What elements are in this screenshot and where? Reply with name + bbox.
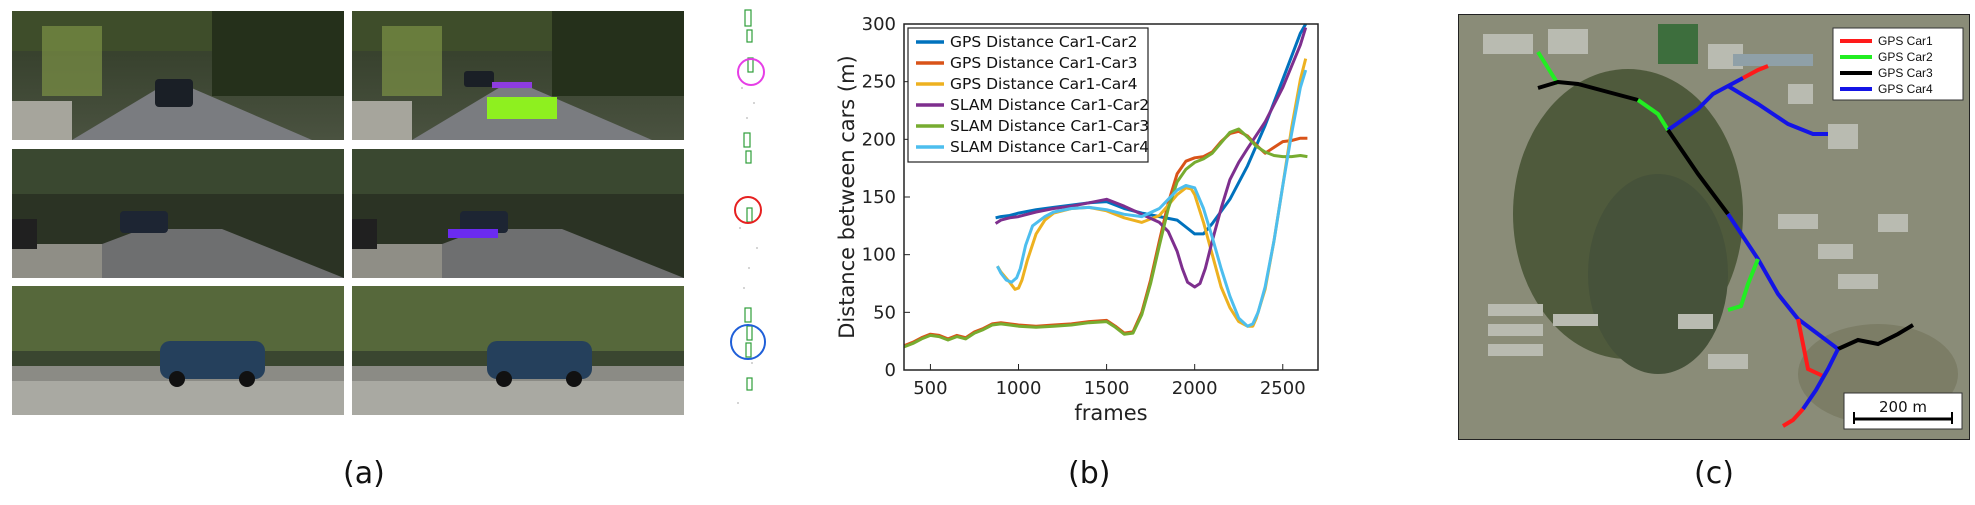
map-scale-bar: 200 m: [1843, 392, 1963, 430]
series-line-4: [994, 27, 1308, 289]
target-ring-magenta: [737, 58, 765, 86]
y-tick-label: 150: [862, 187, 896, 208]
legend-box: [907, 27, 1149, 163]
target-ring-red: [734, 196, 762, 224]
y-tick-label: 100: [862, 245, 896, 266]
map-legend-label-car3: GPS Car3: [1878, 66, 1933, 80]
panel-b: 500 1000 1500 2000 2500 0 50 100 150 200 250 300 fr…: [820, 0, 1380, 491]
map-legend-label-car2: GPS Car2: [1878, 50, 1933, 64]
camera-frame-1-right: [352, 11, 684, 140]
target-ring-blue: [730, 324, 766, 360]
legend-label: SLAM Distance Car1-Car2: [950, 96, 1149, 114]
lidar-topdown-column: [702, 8, 798, 416]
caption-c: (c): [1694, 456, 1734, 491]
legend-label: SLAM Distance Car1-Car4: [950, 138, 1149, 156]
chart-legend: GPS Distance Car1-Car2 GPS Distance Car1-…: [907, 27, 1149, 163]
camera-frame-3-right: [352, 286, 684, 415]
y-axis-label: Distance between cars (m): [835, 55, 859, 339]
caption-b: (b): [1068, 456, 1111, 491]
x-tick-label: 1000: [996, 378, 1042, 399]
car: [155, 79, 193, 107]
map-legend-label-car4: GPS Car4: [1878, 82, 1933, 96]
y-tick-label: 250: [862, 72, 896, 93]
map-legend: GPS Car1 GPS Car2 GPS Car3 GPS Car4: [1832, 27, 1964, 101]
x-tick-label: 500: [913, 378, 947, 399]
caption-a: (a): [343, 456, 385, 491]
y-tick-label: 0: [885, 360, 896, 381]
map-legend-label-car1: GPS Car1: [1878, 34, 1933, 48]
y-tick-label: 300: [862, 14, 896, 35]
camera-frame-1-left: [12, 11, 344, 140]
x-tick-label: 2000: [1172, 378, 1218, 399]
detection-box-green: [487, 97, 557, 119]
panel-c: GPS Car1 GPS Car2 GPS Car3 GPS Car4 200 …: [1458, 14, 1970, 491]
series-line-5: [903, 127, 1308, 349]
y-tick-label: 200: [862, 129, 896, 150]
x-axis-label: frames: [1074, 401, 1147, 425]
legend-label: GPS Distance Car1-Car2: [950, 33, 1138, 51]
legend-label: GPS Distance Car1-Car3: [950, 54, 1138, 72]
legend-label: GPS Distance Car1-Car4: [950, 75, 1138, 93]
legend-label: SLAM Distance Car1-Car3: [950, 117, 1149, 135]
camera-frame-2-right: [352, 149, 684, 278]
series-line-2: [903, 129, 1308, 348]
x-tick-label: 1500: [1084, 378, 1130, 399]
detection-box-purple: [492, 82, 532, 88]
detection-box-blue: [448, 229, 498, 238]
map-scale-label: 200 m: [1879, 398, 1927, 416]
y-tick-label: 50: [873, 302, 896, 323]
satellite-map: GPS Car1 GPS Car2 GPS Car3 GPS Car4 200 …: [1458, 14, 1970, 440]
distance-chart: 500 1000 1500 2000 2500 0 50 100 150 200 250 300 fr…: [835, 14, 1319, 425]
x-tick-label: 2500: [1260, 378, 1306, 399]
camera-frame-3-left: [12, 286, 344, 415]
series-line-6: [996, 69, 1308, 328]
camera-frame-2-left: [12, 149, 344, 278]
